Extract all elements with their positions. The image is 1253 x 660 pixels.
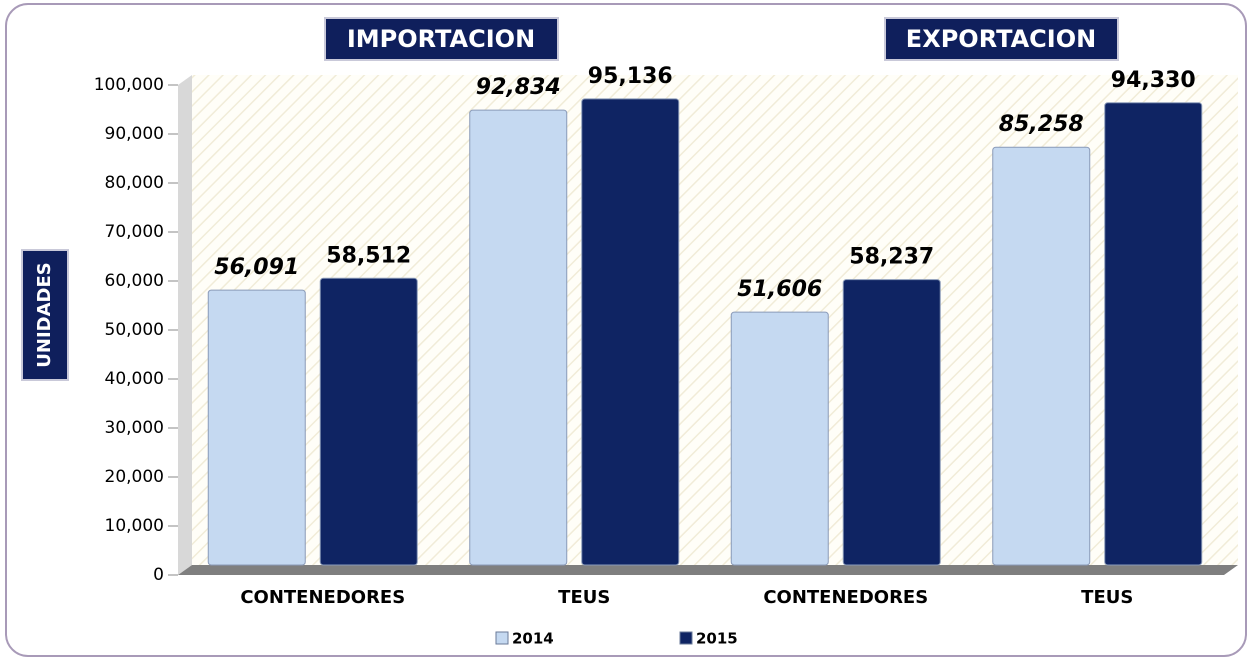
value-label: 95,136: [588, 64, 673, 89]
y-tick-label: 30,000: [105, 418, 164, 438]
value-label: 51,606: [737, 277, 822, 302]
x-tick-label: CONTENEDORES: [240, 587, 405, 608]
value-label: 56,091: [214, 255, 299, 280]
group-title-box: [884, 17, 1119, 61]
left-wall: [178, 75, 192, 575]
bar: [992, 146, 1091, 566]
bar: [207, 289, 306, 566]
legend-label: 2015: [696, 630, 738, 648]
floor: [178, 565, 1238, 575]
y-tick-label: 100,000: [94, 75, 164, 95]
value-label: 85,258: [999, 112, 1084, 137]
legend-swatch: [679, 631, 693, 645]
legend-swatch: [495, 631, 509, 645]
y-tick-label: 40,000: [105, 369, 164, 389]
value-label: 92,834: [476, 75, 561, 100]
bar: [730, 311, 829, 566]
y-axis-label-box: [21, 249, 69, 381]
bar: [581, 98, 680, 566]
y-tick-label: 0: [153, 565, 164, 585]
group-title: EXPORTACION: [906, 25, 1096, 53]
value-label: 58,512: [326, 243, 411, 268]
y-axis-label: UNIDADES: [34, 262, 55, 367]
group-title-box: [324, 17, 559, 61]
y-tick-label: 70,000: [105, 222, 164, 242]
y-tick-label: 20,000: [105, 467, 164, 487]
bar: [1104, 102, 1203, 566]
x-tick-label: CONTENEDORES: [763, 587, 928, 608]
bar: [319, 277, 418, 566]
bar: [842, 279, 941, 566]
value-label: 94,330: [1111, 68, 1196, 93]
y-tick-label: 80,000: [105, 173, 164, 193]
y-tick-label: 50,000: [105, 320, 164, 340]
x-tick-label: TEUS: [1081, 587, 1133, 608]
x-tick-label: TEUS: [558, 587, 610, 608]
y-tick-label: 10,000: [105, 516, 164, 536]
y-tick-label: 90,000: [105, 124, 164, 144]
group-title: IMPORTACION: [347, 25, 535, 53]
legend-label: 2014: [512, 630, 554, 648]
bar: [469, 109, 568, 566]
value-label: 58,237: [849, 245, 934, 270]
y-tick-label: 60,000: [105, 271, 164, 291]
